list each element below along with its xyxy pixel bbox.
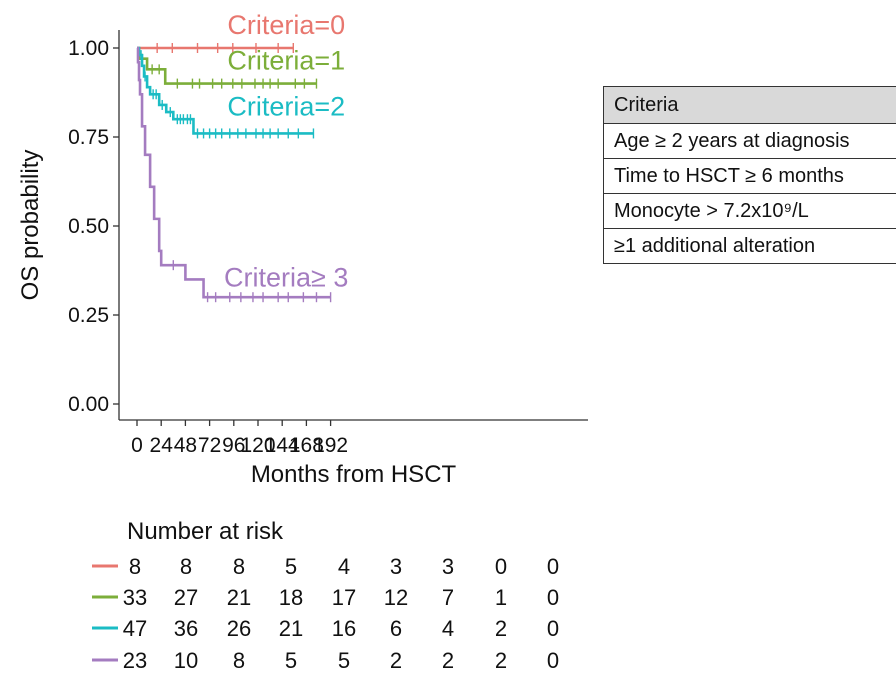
criteria-row-monocyte: Monocyte > 7.2x10⁹/L	[603, 193, 896, 229]
risk-count: 1	[495, 585, 507, 610]
risk-count: 3	[390, 554, 402, 579]
risk-table-title: Number at risk	[127, 518, 284, 545]
risk-count: 0	[547, 554, 559, 579]
risk-count: 36	[174, 616, 198, 641]
risk-count: 8	[129, 554, 141, 579]
risk-count: 26	[227, 616, 251, 641]
risk-count: 4	[442, 616, 454, 641]
risk-count: 2	[390, 648, 402, 673]
x-tick-label: 72	[198, 434, 221, 457]
y-tick-label: 0.25	[68, 304, 109, 327]
series-3: Criteria≥ 3	[136, 46, 348, 303]
risk-count: 47	[123, 616, 147, 641]
x-tick-label: 48	[174, 434, 197, 457]
survival-curves: Criteria=0 Criteria=1 Criteria=2 Criteria≥ …	[136, 10, 348, 303]
series-0: Criteria=0	[137, 10, 345, 53]
y-axis-title: OS probability	[17, 150, 44, 301]
x-tick-label: 96	[222, 434, 245, 457]
series-label: Criteria≥ 3	[224, 263, 348, 293]
criteria-row-age: Age ≥ 2 years at diagnosis	[603, 123, 896, 159]
x-tick-label: 120	[240, 434, 275, 457]
risk-count: 5	[285, 648, 297, 673]
series-2: Criteria=2	[137, 46, 345, 139]
risk-count: 3	[442, 554, 454, 579]
risk-count: 0	[495, 554, 507, 579]
risk-count: 17	[332, 585, 356, 610]
risk-count: 18	[279, 585, 303, 610]
risk-count: 4	[338, 554, 350, 579]
risk-count: 16	[332, 616, 356, 641]
risk-count: 21	[227, 585, 251, 610]
risk-count: 10	[174, 648, 198, 673]
series-label: Criteria=2	[227, 92, 345, 122]
risk-count: 21	[279, 616, 303, 641]
x-axis-title: Months from HSCT	[251, 461, 457, 488]
risk-count: 8	[233, 648, 245, 673]
risk-count: 8	[233, 554, 245, 579]
x-tick-label: 168	[289, 434, 324, 457]
y-tick-label: 0.75	[68, 126, 109, 149]
risk-count: 2	[495, 616, 507, 641]
risk-count: 23	[123, 648, 147, 673]
risk-count: 27	[174, 585, 198, 610]
criteria-row-time-to-hsct: Time to HSCT ≥ 6 months	[603, 158, 896, 194]
risk-count: 12	[384, 585, 408, 610]
y-tick-label: 0.50	[68, 215, 109, 238]
series-label: Criteria=0	[227, 10, 345, 40]
risk-count: 33	[123, 585, 147, 610]
x-tick-label: 0	[131, 434, 143, 457]
series-line	[137, 46, 314, 135]
y-tick-label: 1.00	[68, 37, 109, 60]
risk-count: 0	[547, 585, 559, 610]
risk-count: 0	[547, 616, 559, 641]
risk-count: 8	[180, 554, 192, 579]
series-label: Criteria=1	[227, 45, 345, 75]
y-tick-label: 0.00	[68, 393, 109, 416]
risk-count: 5	[338, 648, 350, 673]
criteria-row-additional-alteration: ≥1 additional alteration	[603, 228, 896, 264]
criteria-table: Criteria Age ≥ 2 years at diagnosis Time…	[603, 86, 896, 264]
series-line	[136, 46, 331, 299]
axes: 0.00 0.25 0.50 0.75 1.00 0 24 48 72 9612014416819…	[17, 30, 588, 488]
x-tick-label: 144	[265, 434, 300, 457]
series-1: Criteria=1	[137, 45, 345, 89]
x-tick-label: 24	[150, 434, 174, 457]
criteria-table-header: Criteria	[603, 86, 896, 124]
risk-count: 7	[442, 585, 454, 610]
risk-count: 5	[285, 554, 297, 579]
x-tick-label: 192	[313, 434, 348, 457]
risk-count: 6	[390, 616, 402, 641]
risk-count: 2	[495, 648, 507, 673]
risk-count: 2	[442, 648, 454, 673]
risk-count: 0	[547, 648, 559, 673]
